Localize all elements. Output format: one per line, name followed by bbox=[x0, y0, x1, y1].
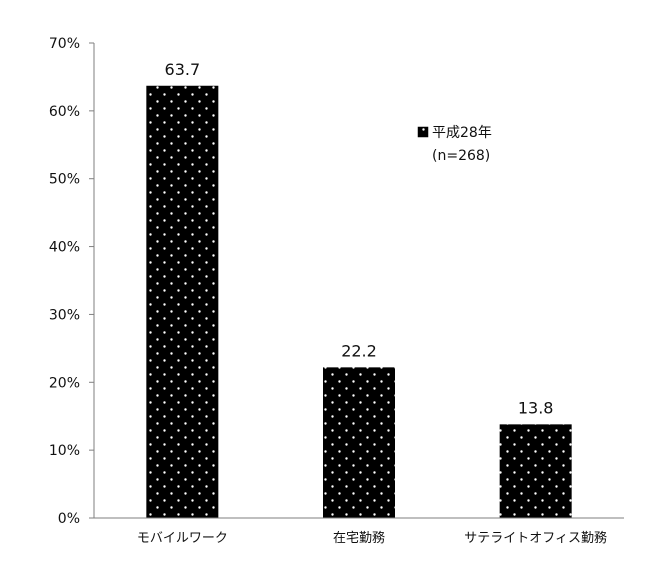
x-axis: モバイルワーク 在宅勤務 サテライトオフィス勤務 bbox=[94, 517, 624, 546]
bar bbox=[323, 367, 395, 518]
legend-swatch bbox=[417, 126, 429, 138]
bar bbox=[499, 424, 572, 518]
legend: 平成28年 (n=268) bbox=[417, 125, 492, 164]
legend-series-label: 平成28年 bbox=[432, 125, 492, 141]
y-tick-label: 0% bbox=[58, 511, 80, 527]
y-tick-label: 10% bbox=[49, 443, 80, 459]
y-tick-label: 20% bbox=[49, 375, 80, 391]
data-label: 63.7 bbox=[165, 60, 201, 79]
legend-note: (n=268) bbox=[432, 148, 490, 164]
data-label: 22.2 bbox=[341, 341, 377, 360]
y-tick-label: 60% bbox=[49, 104, 80, 120]
bars: 63.7 22.2 13.8 bbox=[146, 60, 572, 518]
data-label: 13.8 bbox=[518, 398, 554, 417]
y-tick-label: 40% bbox=[49, 240, 80, 256]
bar bbox=[146, 85, 219, 518]
y-axis: 0% 10% 20% 30% 40% 50% 60% 70% bbox=[49, 36, 95, 527]
y-tick-label: 30% bbox=[49, 307, 80, 323]
y-tick-label: 50% bbox=[49, 172, 80, 188]
x-category-label: モバイルワーク bbox=[137, 531, 228, 546]
x-category-label: サテライトオフィス勤務 bbox=[464, 531, 607, 546]
y-tick-label: 70% bbox=[49, 36, 80, 52]
x-category-label: 在宅勤務 bbox=[333, 531, 385, 546]
